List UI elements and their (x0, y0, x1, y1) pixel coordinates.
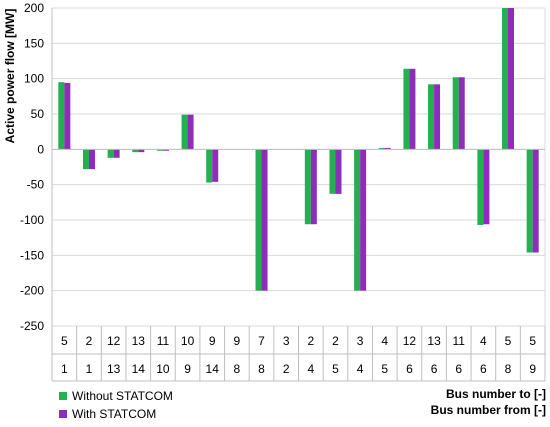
bar (261, 149, 268, 291)
y-tick-label: 150 (24, 36, 44, 50)
y-tick-label: -50 (27, 178, 45, 192)
x-tick-label-to: 4 (381, 334, 388, 348)
bar (304, 149, 311, 225)
y-tick-label: 200 (24, 1, 44, 15)
x-tick-label-to: 2 (332, 334, 339, 348)
y-tick-label: -200 (20, 284, 44, 298)
x-tick-label-to: 12 (107, 334, 121, 348)
bar (532, 149, 539, 253)
x-tick-label-to: 11 (157, 334, 170, 348)
bar (206, 149, 213, 183)
bar (502, 8, 509, 150)
bar (458, 77, 465, 150)
legend-swatch-with-statcom (59, 410, 67, 418)
bar (526, 149, 533, 253)
x-tick-label-from: 6 (480, 362, 487, 376)
bar (181, 114, 188, 150)
bar (64, 82, 71, 150)
x-tick-label-to: 7 (258, 334, 265, 348)
x-tick-label-from: 4 (357, 362, 364, 376)
bar (132, 149, 139, 153)
x-tick-label-from: 14 (132, 362, 146, 376)
bar (452, 77, 459, 150)
bar (58, 82, 65, 150)
x-tick-label-from: 8 (234, 362, 241, 376)
x-tick-label-to: 9 (234, 334, 241, 348)
bar (113, 149, 120, 158)
bar (409, 68, 416, 150)
bar (82, 149, 89, 170)
x-tick-label-from: 1 (86, 362, 93, 376)
x-tick-label-from: 9 (529, 362, 536, 376)
bar (88, 149, 95, 170)
bar (187, 114, 194, 150)
legend-label-without-statcom: Without STATCOM (72, 389, 173, 403)
legend: Without STATCOM With STATCOM (59, 389, 173, 421)
x-tick-label-from: 5 (332, 362, 339, 376)
x-tick-label-from: 5 (381, 362, 388, 376)
x-tick-label-from: 4 (307, 362, 314, 376)
bar (335, 149, 342, 194)
y-tick-label: -100 (20, 213, 44, 227)
x-tick-label-to: 12 (403, 334, 417, 348)
bars (52, 8, 545, 291)
bar (329, 149, 336, 194)
bar (477, 149, 484, 225)
y-tick-label: 0 (37, 142, 44, 156)
x-tick-label-to: 2 (307, 334, 314, 348)
bar (434, 84, 441, 150)
x-tick-label-from: 13 (107, 362, 121, 376)
category-table: 5121121313141110109914987832242534451261… (51, 326, 546, 382)
x-tick-label-to: 13 (132, 334, 146, 348)
y-tick-label: 50 (31, 107, 45, 121)
y-tick-label: -150 (20, 248, 44, 262)
x-row-label-from: Bus number from [-] (431, 403, 546, 417)
bar (156, 149, 163, 151)
y-tick-label: 100 (24, 72, 44, 86)
bar (360, 149, 367, 291)
bar (384, 147, 391, 150)
x-tick-label-to: 5 (505, 334, 512, 348)
bar (212, 149, 219, 182)
x-tick-label-to: 5 (61, 334, 68, 348)
bar (508, 8, 515, 150)
bar (378, 147, 385, 150)
x-tick-label-to: 11 (452, 334, 465, 348)
bar (138, 149, 145, 153)
x-tick-label-to: 3 (283, 334, 290, 348)
bar (483, 149, 490, 225)
bar (107, 149, 114, 158)
x-tick-label-to: 2 (86, 334, 93, 348)
x-tick-label-from: 6 (431, 362, 438, 376)
x-tick-label-from: 14 (206, 362, 220, 376)
x-tick-label-from: 1 (61, 362, 68, 376)
legend-swatch-without-statcom (59, 392, 67, 400)
x-tick-label-to: 5 (529, 334, 536, 348)
x-tick-label-from: 8 (505, 362, 512, 376)
x-tick-label-from: 6 (455, 362, 462, 376)
bar (428, 84, 435, 150)
x-tick-label-from: 6 (406, 362, 413, 376)
legend-label-with-statcom: With STATCOM (72, 407, 156, 421)
bar (162, 149, 169, 151)
x-tick-label-to: 13 (427, 334, 441, 348)
x-tick-label-from: 9 (184, 362, 191, 376)
x-tick-label-to: 3 (357, 334, 364, 348)
y-tick-labels: 200 150 100 50 0 -50 -100 -150 -200 -250 (20, 1, 44, 333)
bar (310, 149, 317, 225)
x-tick-label-to: 9 (209, 334, 216, 348)
x-tick-label-from: 2 (283, 362, 290, 376)
bar (354, 149, 361, 291)
bar (255, 149, 262, 291)
bar (403, 68, 410, 150)
y-axis-title: Active power flow [MW] (3, 9, 17, 144)
x-tick-label-to: 10 (181, 334, 195, 348)
gridlines (51, 7, 546, 327)
x-tick-label-to: 4 (480, 334, 487, 348)
x-tick-label-from: 8 (258, 362, 265, 376)
x-row-label-to: Bus number to [-] (446, 387, 546, 401)
x-tick-label-from: 10 (156, 362, 170, 376)
y-tick-label: -250 (20, 319, 44, 333)
